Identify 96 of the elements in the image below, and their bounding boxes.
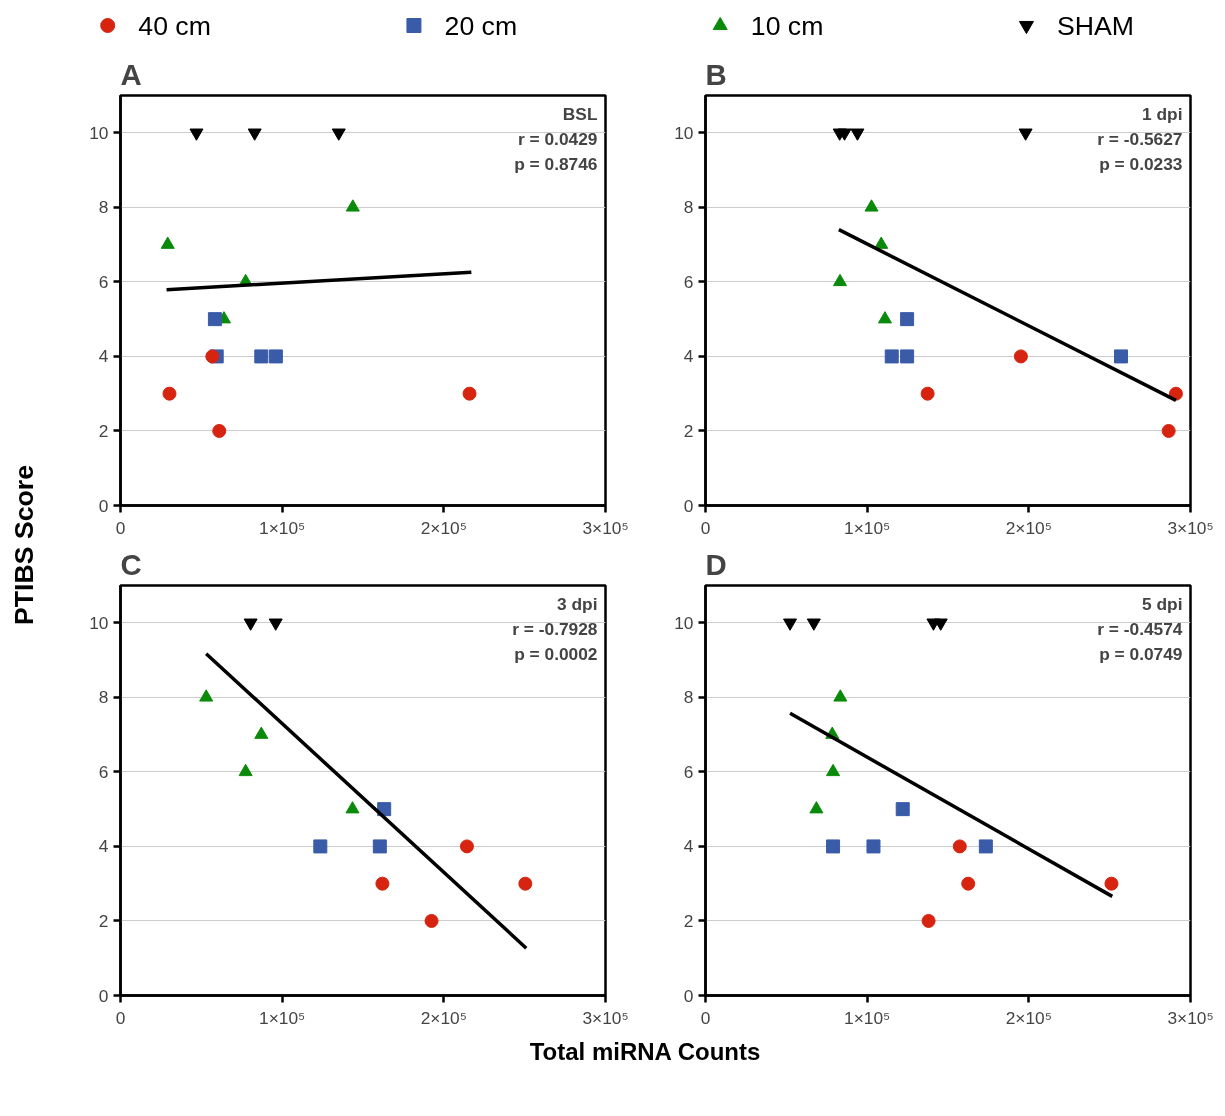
point [375, 876, 390, 891]
point [424, 913, 439, 928]
point [268, 618, 283, 631]
y-tick-label: 10 [674, 122, 694, 143]
point [247, 128, 262, 141]
point [1104, 876, 1119, 891]
point [518, 876, 533, 891]
chart-title: B [705, 57, 727, 91]
chart-title: C [120, 547, 142, 581]
point [837, 128, 852, 141]
y-tick-label: 2 [98, 420, 109, 441]
y-tick-label: 0 [683, 495, 694, 516]
x-tick-label: 3×10⁵ [582, 1007, 629, 1028]
y-tick-label: 10 [674, 612, 694, 633]
y-tick-label: 4 [683, 346, 694, 367]
legend-label: 10 cm [750, 10, 824, 41]
x-tick-label: 1×10⁵ [259, 517, 306, 538]
point [189, 128, 204, 141]
point [877, 311, 892, 324]
y-tick-label: 10 [89, 122, 109, 143]
y-tick-label: 4 [98, 346, 109, 367]
y-tick-label: 6 [683, 271, 694, 292]
point [809, 801, 824, 814]
x-tick-label: 2×10⁵ [420, 517, 467, 538]
point [1018, 128, 1033, 141]
point [952, 839, 967, 854]
y-tick-label: 8 [683, 197, 694, 218]
point [459, 839, 474, 854]
point [331, 128, 346, 141]
y-tick-label: 2 [683, 910, 694, 931]
x-tick-label: 2×10⁵ [1005, 1007, 1052, 1028]
x-tick-label: 1×10⁵ [844, 517, 891, 538]
y-tick-label: 8 [98, 687, 109, 708]
point [866, 839, 881, 854]
point [1161, 423, 1176, 438]
y-tick-label: 8 [683, 687, 694, 708]
y-tick-label: 10 [89, 612, 109, 633]
y-tick-label: 6 [683, 761, 694, 782]
y-tick-label: 0 [98, 495, 109, 516]
x-tick-label: 1×10⁵ [844, 1007, 891, 1028]
point [900, 349, 915, 364]
point [826, 839, 841, 854]
point [254, 349, 269, 364]
point [372, 839, 387, 854]
x-axis-title: Total miRNA Counts [529, 1037, 761, 1067]
annotation: 3 dpi r = -0.7928 p = 0.0002 [512, 593, 598, 664]
y-tick-label: 6 [98, 271, 109, 292]
y-tick-label: 0 [683, 985, 694, 1006]
point [1013, 349, 1028, 364]
point [921, 913, 936, 928]
point [806, 618, 821, 631]
point [268, 349, 283, 364]
x-tick-label: 2×10⁵ [1005, 517, 1052, 538]
point [900, 312, 915, 327]
legend-label: SHAM [1057, 10, 1135, 41]
point [162, 386, 177, 401]
y-tick-label: 2 [683, 420, 694, 441]
annotation: 1 dpi r = -0.5627 p = 0.0233 [1097, 103, 1183, 174]
x-tick-label: 0 [700, 1007, 711, 1028]
y-tick-label: 8 [98, 197, 109, 218]
annotation: 5 dpi r = -0.4574 p = 0.0749 [1097, 593, 1183, 664]
x-tick-label: 3×10⁵ [1167, 517, 1214, 538]
point [850, 128, 865, 141]
y-tick-label: 4 [683, 836, 694, 857]
point [243, 618, 258, 631]
point [462, 386, 477, 401]
chart-title: A [120, 57, 142, 91]
x-tick-label: 0 [700, 517, 711, 538]
point [961, 876, 976, 891]
x-tick-label: 2×10⁵ [420, 1007, 467, 1028]
chart-title: D [705, 547, 727, 581]
x-tick-label: 0 [115, 1007, 126, 1028]
point [313, 839, 328, 854]
x-tick-label: 0 [115, 517, 126, 538]
point [783, 618, 798, 631]
legend-label: 20 cm [444, 10, 518, 41]
y-tick-label: 6 [98, 761, 109, 782]
point [933, 618, 948, 631]
y-tick-label: 2 [98, 910, 109, 931]
x-tick-label: 3×10⁵ [582, 517, 629, 538]
legend-label: 40 cm [138, 10, 211, 41]
y-axis-title: PTIBS Score [8, 465, 40, 625]
point [207, 312, 222, 327]
point [920, 386, 935, 401]
y-tick-label: 0 [98, 985, 109, 1006]
point [212, 423, 227, 438]
point [884, 349, 899, 364]
point [345, 801, 360, 814]
point [1113, 349, 1128, 364]
annotation: BSL r = 0.0429 p = 0.8746 [514, 103, 598, 174]
point [978, 839, 993, 854]
point [205, 349, 220, 364]
x-tick-label: 1×10⁵ [259, 1007, 306, 1028]
y-tick-label: 4 [98, 836, 109, 857]
point [895, 802, 910, 817]
x-tick-label: 3×10⁵ [1167, 1007, 1214, 1028]
